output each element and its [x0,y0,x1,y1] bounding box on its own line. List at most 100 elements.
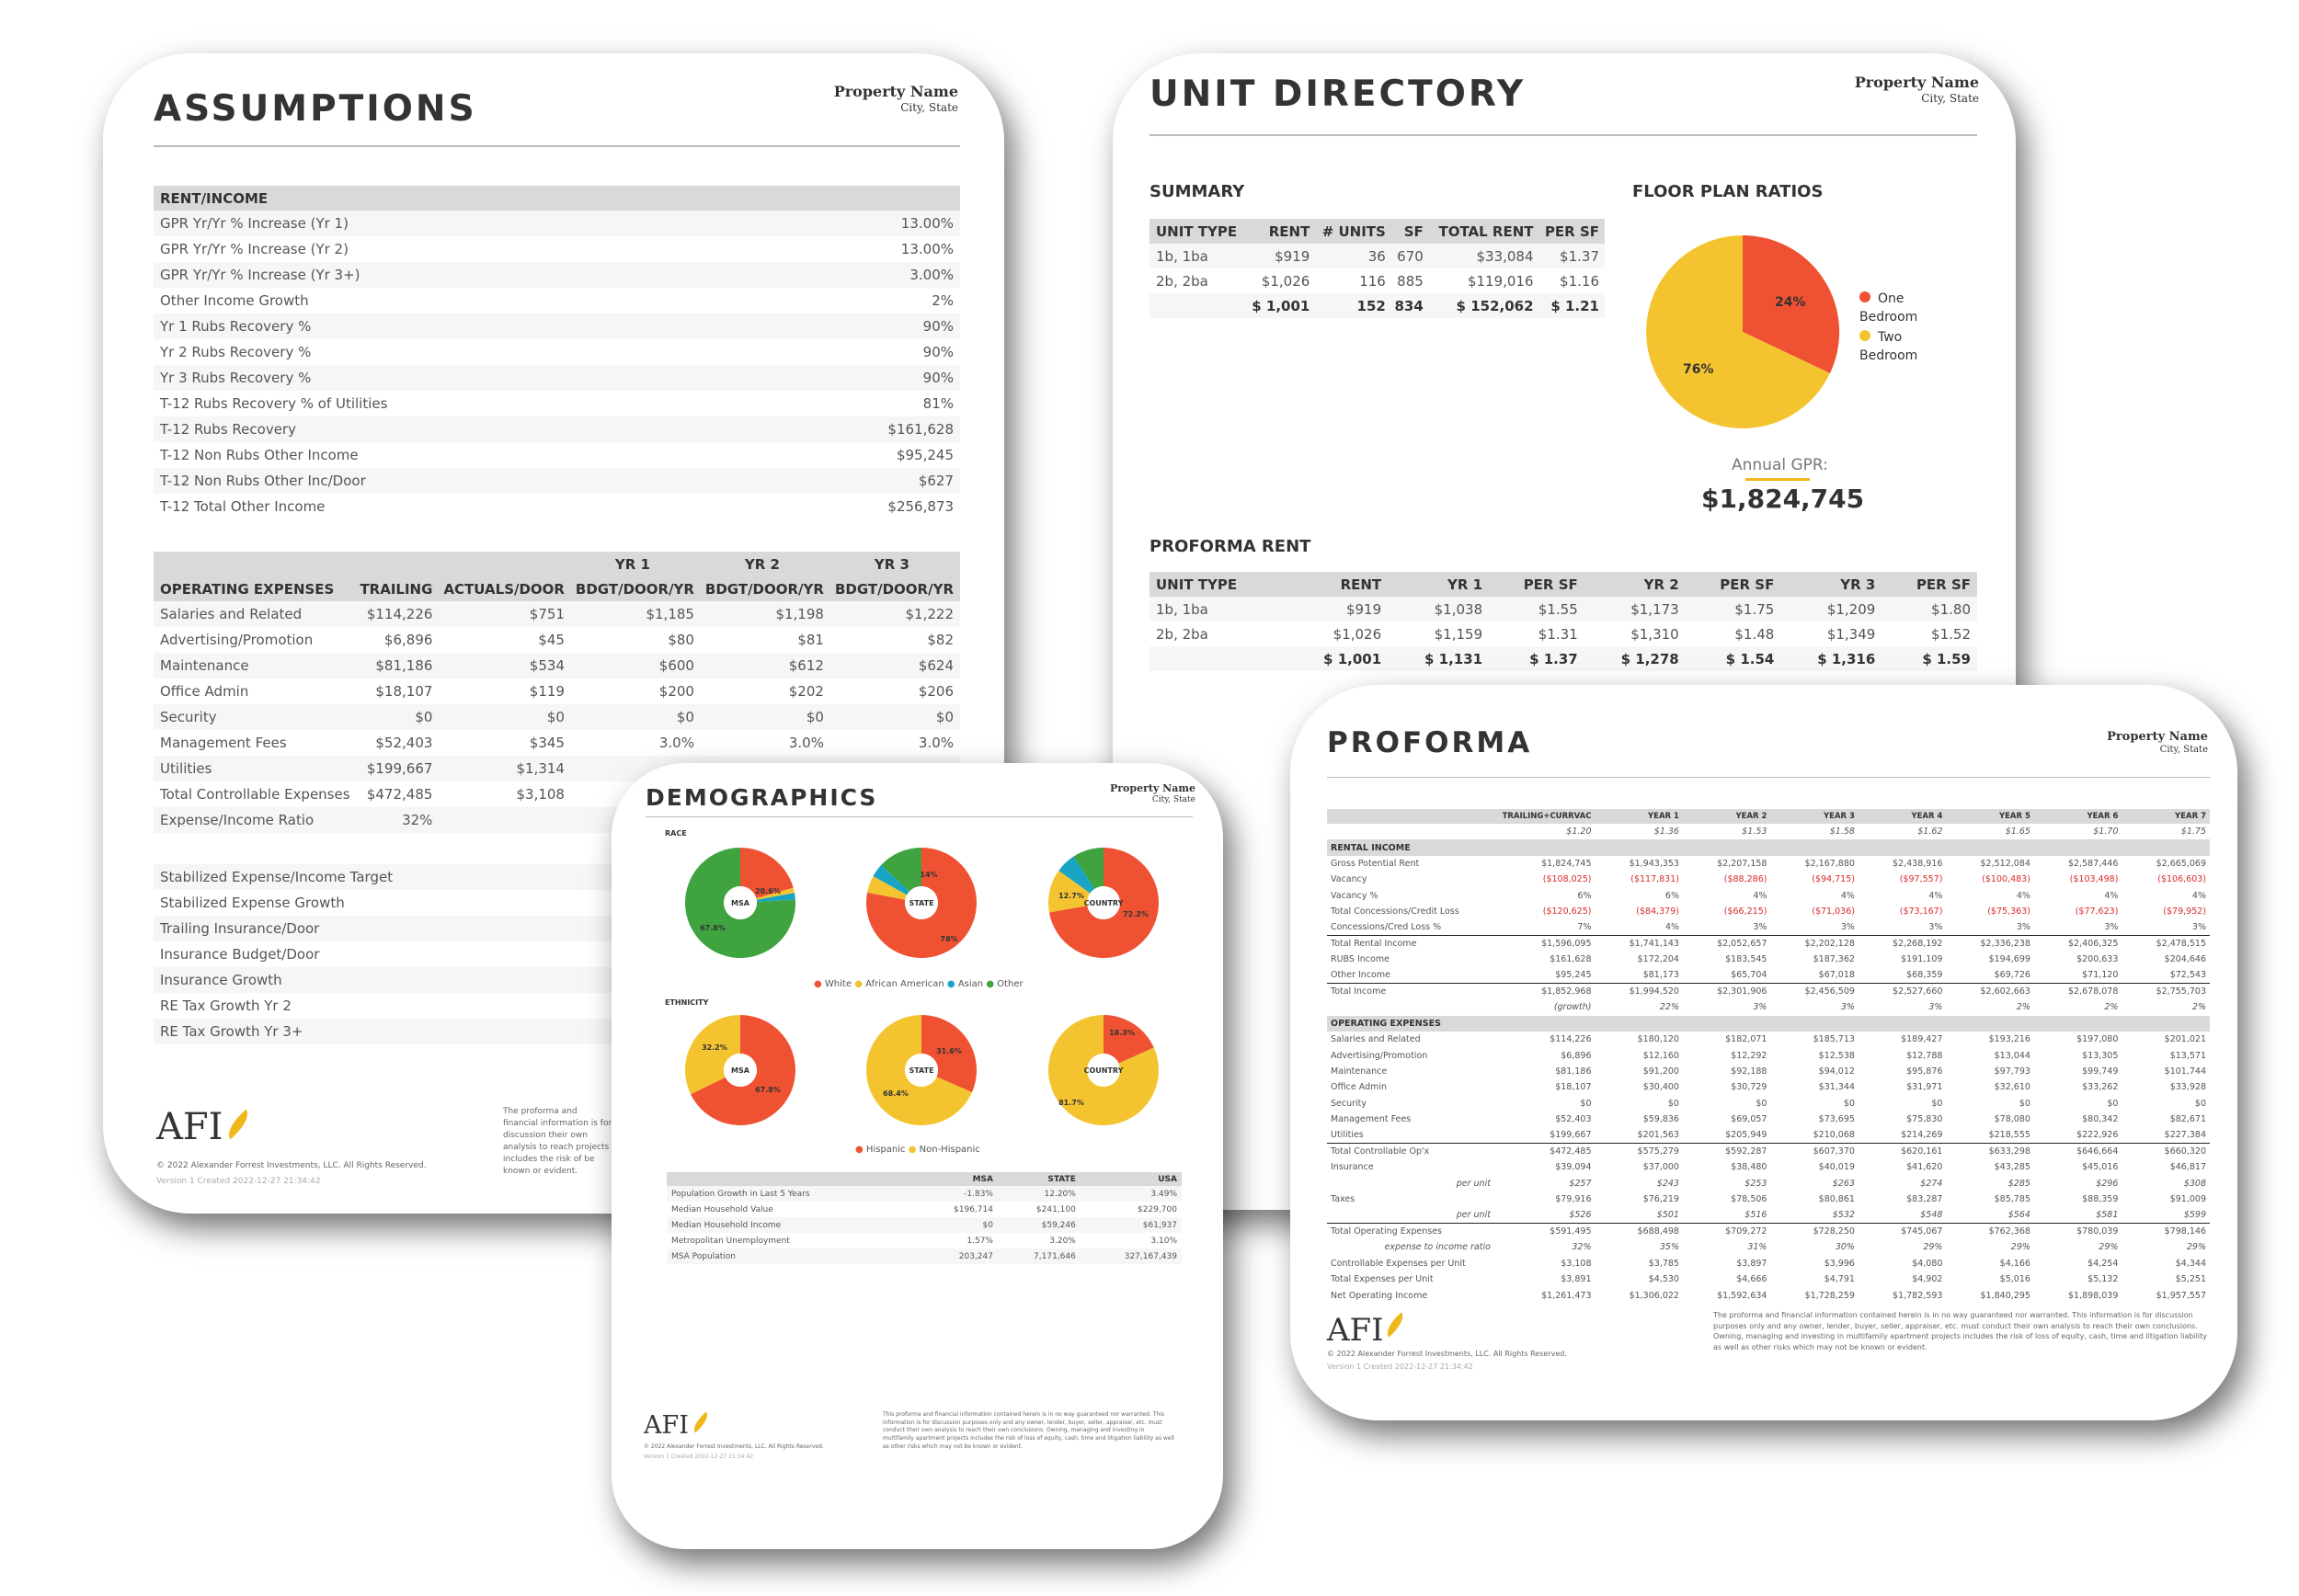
table-cell: 7,171,646 [1034,1251,1076,1261]
yr2-header: YR 2 [744,555,780,573]
table-cell: -1.83% [964,1189,993,1199]
table-cell: 29% [2010,1242,2030,1253]
table-cell: $0 [1667,1098,1679,1109]
row-value: $95,245 [896,447,954,463]
row-label: RE Tax Growth Yr 3+ [160,1023,303,1040]
pie-label-24: 24% [1775,295,1806,310]
column-header: TOTAL RENT [1438,222,1534,240]
table-cell: 30% [1835,1242,1855,1253]
table-cell: Expense/Income Ratio [160,812,315,828]
table-cell: 3% [1840,1002,1855,1013]
table-cell: 3% [1928,1002,1943,1013]
table-row: RUBS Income $161,628 $172,204 $183,545 $187,… [1327,952,2210,967]
table-row: T-12 Non Rubs Other Inc/Door $627 [154,468,960,494]
donut-segment [1048,871,1091,913]
table-cell: 4% [1753,890,1767,901]
table-cell: $0 [1580,1098,1592,1109]
table-cell: $95,245 [1555,970,1592,981]
table-cell: $30,729 [1731,1082,1767,1093]
donut-center-label: STATE [909,1066,933,1075]
table-cell: $1,596,095 [1541,939,1592,950]
total-cell: $ 1,316 [1817,650,1876,667]
race-legend: ● White ● African American ● Asian ● Oth… [814,979,1024,989]
table-cell: $762,368 [1988,1226,2030,1237]
table-cell: $472,485 [1550,1146,1592,1157]
table-row: 1b, 1ba $919 36 670 $33,084 $1.37 [1150,244,1605,268]
copyright: © 2022 Alexander Forrest Investments, LL… [1327,1350,1567,1358]
table-row: T-12 Rubs Recovery $161,628 [154,416,960,442]
table-cell [2122,1016,2210,1032]
table-row: Stabilized Expense Growth [154,890,669,916]
table-cell: $114,226 [366,606,433,622]
table-cell: $95,876 [1906,1066,1943,1077]
afi-logo: AFI [1327,1312,1384,1349]
table-cell: $600 [658,657,694,674]
total-cell: 834 [1394,297,1424,314]
column-header: YEAR 7 [2175,812,2206,821]
table-cell: $229,700 [1138,1204,1177,1214]
table-cell: 670 [1397,247,1424,265]
column-header: RENT [1340,576,1382,593]
table-cell: $33,928 [2169,1082,2206,1093]
table-cell: 4% [1928,890,1943,901]
yr3-header: YR 3 [874,555,909,573]
table-cell: $39,094 [1555,1162,1592,1173]
table-cell: Management Fees [1331,1114,1412,1125]
table-cell: $97,793 [1994,1066,2030,1077]
total-row: $ 1,001 $ 1,131 $ 1.37 $ 1,278 $ 1.54 $ 1,316… [1150,646,1977,671]
table-cell: Maintenance [1331,1066,1388,1077]
table-row: Total Rental Income $1,596,095 $1,741,143 $… [1327,935,2210,952]
table-cell [1859,1016,1946,1032]
table-cell: $4,166 [1999,1258,2030,1269]
table-cell: $13,571 [2169,1050,2206,1061]
row-label: Other Income Growth [160,292,309,309]
donut-center-label: MSA [731,1066,750,1075]
table-row: T-12 Total Other Income $256,873 [154,494,960,519]
row-value: 2% [932,292,954,309]
table-cell: $52,403 [375,735,433,751]
table-cell: Advertising/Promotion [1331,1050,1428,1061]
table-cell: $2,512,084 [1980,858,2030,869]
pie-slice-one-bedroom [1646,235,1830,428]
ethnicity-label: ETHNICITY [665,998,709,1007]
row-label: Trailing Insurance/Door [160,920,320,937]
column-header: YEAR 4 [1911,812,1943,821]
table-cell: $12,160 [1642,1050,1679,1061]
table-cell: $33,262 [2082,1082,2119,1093]
total-cell: 152 [1356,297,1386,314]
table-row: RENTAL INCOME [1327,839,2210,856]
table-cell: $1,026 [1261,272,1310,290]
copyright: © 2022 Alexander Forrest Investments, LL… [156,1161,427,1170]
table-cell: 1b, 1ba [1156,247,1208,265]
table-cell: $67,018 [1818,970,1855,981]
table-cell: $2,665,069 [2156,858,2206,869]
donut-segment [1104,1015,1154,1064]
table-cell: $183,545 [1725,954,1767,965]
table-cell: $85,785 [1994,1194,2030,1205]
table-cell: $1,898,039 [2068,1290,2119,1301]
donut-center-label: COUNTRY [1084,1066,1124,1075]
table-cell [1770,1016,1858,1032]
table-cell: ($84,379) [1636,906,1679,918]
table-cell: $78,506 [1731,1194,1767,1205]
row-label: Insurance Budget/Door [160,946,320,963]
donut-percent-label: 67.8% [700,924,726,932]
table-cell: $3,897 [1736,1258,1767,1269]
table-cell [1859,839,1946,855]
table-cell: 29% [1923,1242,1943,1253]
table-row: 2b, 2ba $1,026 116 885 $119,016 $1.16 [1150,268,1605,293]
table-cell: $581 [2096,1210,2119,1221]
table-cell: $37,000 [1642,1162,1679,1173]
legend-dot-icon [1859,291,1870,302]
donut-segment [1058,856,1095,894]
legend-dot-icon: ● [908,1145,917,1155]
table-cell: Salaries and Related [160,606,303,622]
table-cell: $646,664 [2076,1146,2119,1157]
table-cell: $91,009 [2169,1194,2206,1205]
table-cell: $214,269 [1901,1130,1943,1141]
table-row: Metropolitan Unemployment 1.57% 3.20% 3.10% [667,1233,1182,1248]
total-cell: $ 1,278 [1620,650,1679,667]
table-cell: ($97,557) [1899,874,1943,885]
table-row: Other Income Growth 2% [154,288,960,314]
table-cell: $534 [529,657,565,674]
